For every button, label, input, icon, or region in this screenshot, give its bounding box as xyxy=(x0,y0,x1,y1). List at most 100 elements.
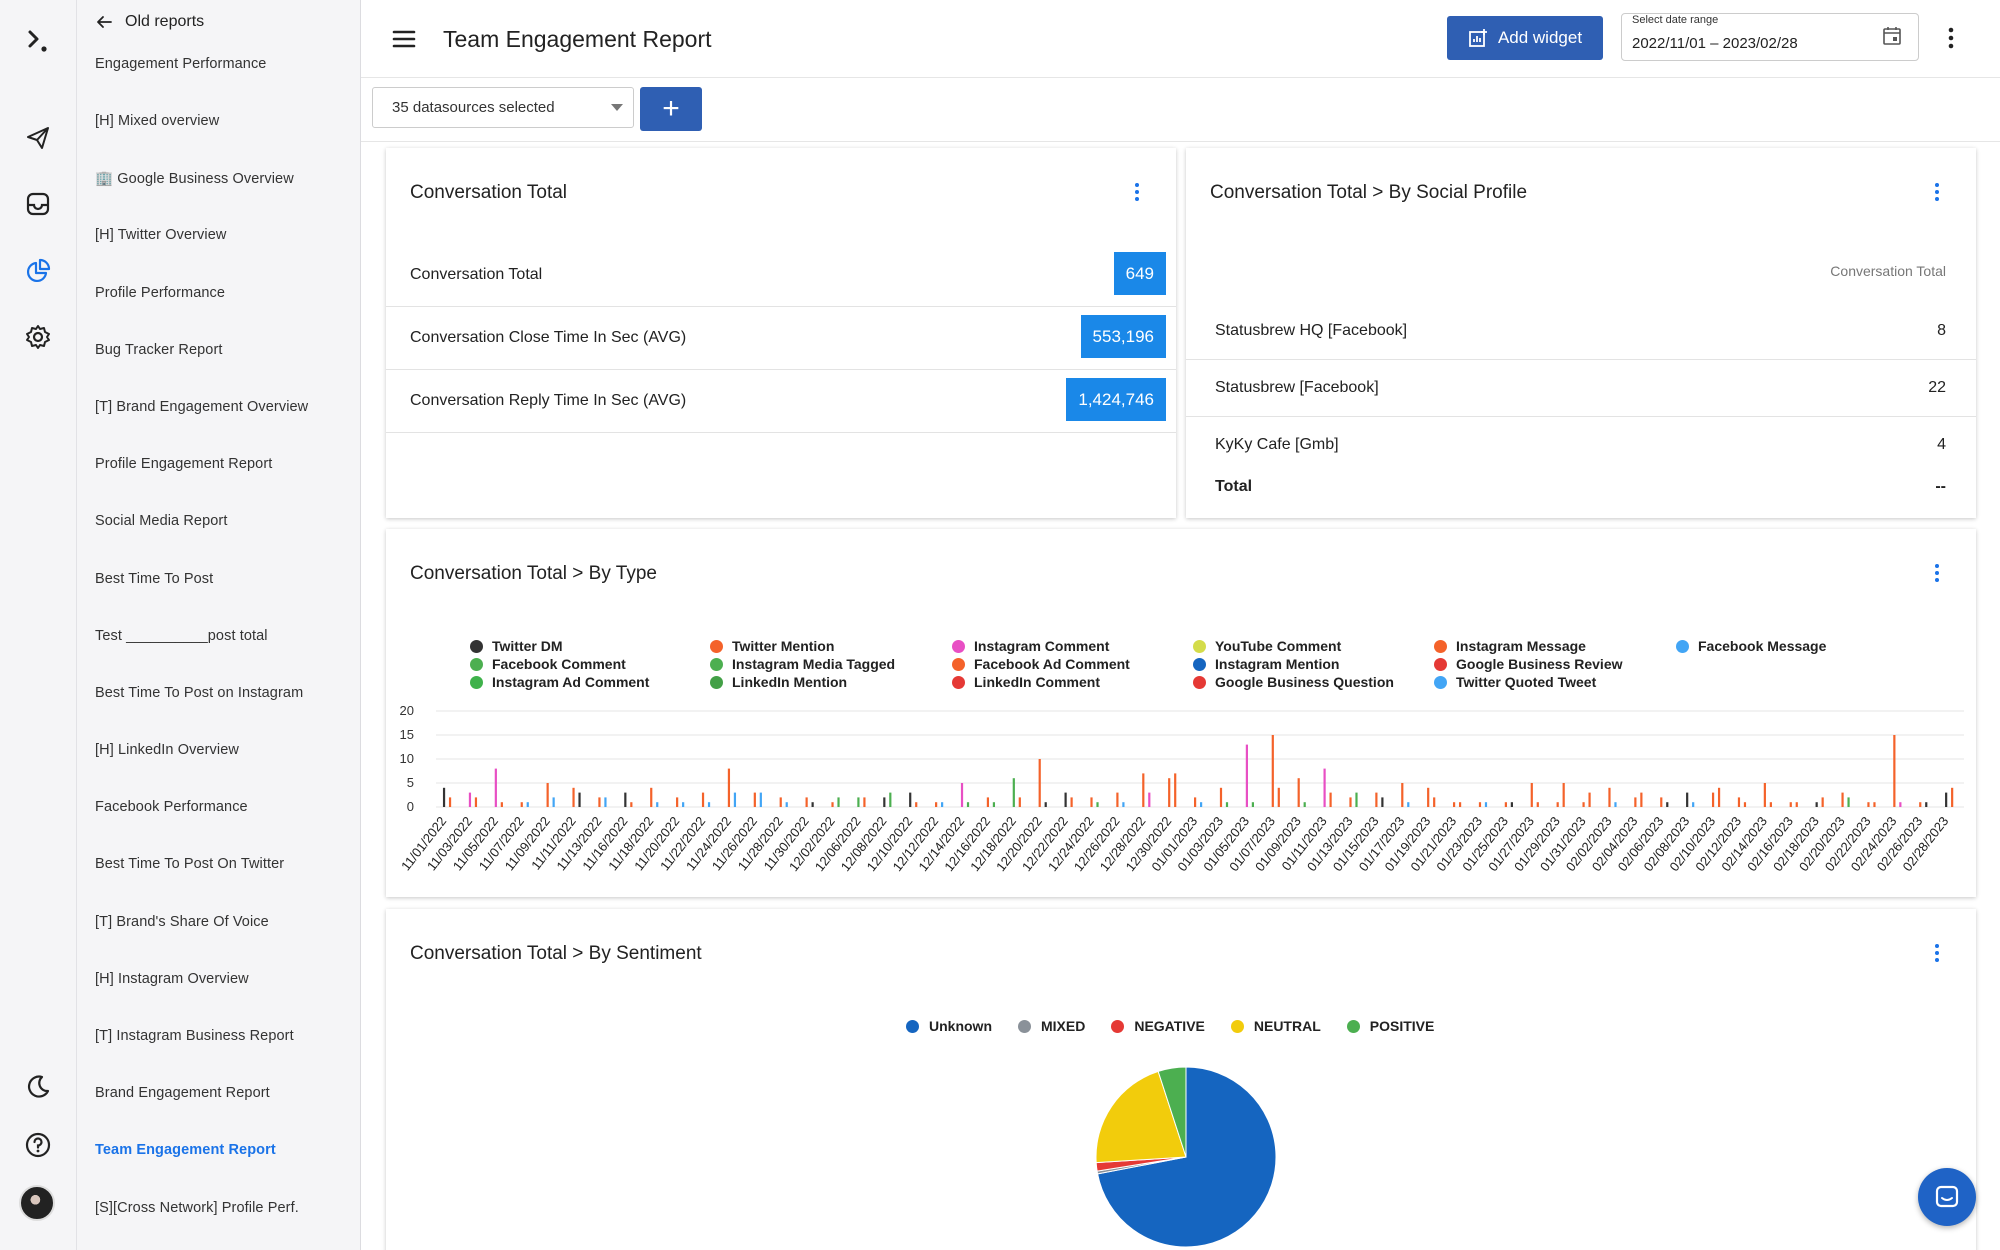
chart-bar[interactable] xyxy=(1951,787,1954,807)
help-icon[interactable] xyxy=(19,1126,57,1164)
sidebar-report-item[interactable]: Profile Engagement Report xyxy=(95,456,273,473)
chart-bar[interactable] xyxy=(727,768,731,807)
legend-item[interactable]: YouTube Comment xyxy=(1193,637,1341,655)
chart-bar[interactable] xyxy=(915,802,918,807)
legend-item[interactable]: Instagram Mention xyxy=(1193,655,1339,673)
chart-bar[interactable] xyxy=(1194,797,1197,807)
chart-bar[interactable] xyxy=(1743,802,1747,807)
chart-bar[interactable] xyxy=(1484,802,1488,807)
chat-launcher-icon[interactable] xyxy=(1918,1168,1976,1226)
sidebar-report-item[interactable]: Best Time To Post on Instagram xyxy=(95,684,304,701)
chart-bar[interactable] xyxy=(1893,735,1896,807)
chart-bar[interactable] xyxy=(1686,792,1689,807)
chart-bar[interactable] xyxy=(1012,778,1015,807)
chart-bar[interactable] xyxy=(701,792,705,807)
add-widget-button[interactable]: Add widget xyxy=(1447,16,1603,60)
chart-bar[interactable] xyxy=(1634,797,1637,807)
chart-bar[interactable] xyxy=(1064,792,1067,807)
chart-bar[interactable] xyxy=(1478,802,1482,807)
chart-bar[interactable] xyxy=(1458,802,1462,807)
chart-bar[interactable] xyxy=(1090,797,1093,807)
chart-bar[interactable] xyxy=(857,797,860,807)
chart-bar[interactable] xyxy=(960,783,964,807)
sidebar-report-item[interactable]: Facebook Performance xyxy=(95,799,248,816)
back-to-old-reports[interactable]: Old reports xyxy=(95,10,204,34)
sidebar-report-item[interactable]: [H] Instagram Overview xyxy=(95,970,249,987)
legend-item[interactable]: Google Business Review xyxy=(1434,655,1623,673)
chart-bar[interactable] xyxy=(785,802,788,807)
chart-bar[interactable] xyxy=(759,792,762,807)
widget-menu-icon[interactable] xyxy=(1930,561,1944,589)
chart-bar[interactable] xyxy=(526,802,529,807)
chart-bar[interactable] xyxy=(1122,802,1125,807)
chart-bar[interactable] xyxy=(1717,787,1721,807)
chart-bar[interactable] xyxy=(1433,797,1436,807)
datasources-select[interactable]: 35 datasources selected xyxy=(372,87,634,128)
chart-bar[interactable] xyxy=(1666,802,1669,807)
add-datasource-button[interactable]: + xyxy=(640,87,702,131)
chart-bar[interactable] xyxy=(1116,792,1119,807)
pie-slice[interactable] xyxy=(1097,1066,1277,1248)
chart-bar[interactable] xyxy=(1815,802,1818,807)
chart-bar[interactable] xyxy=(1562,783,1565,807)
legend-item[interactable]: Instagram Message xyxy=(1434,637,1586,655)
chart-bar[interactable] xyxy=(1821,797,1824,807)
legend-item[interactable]: NEGATIVE xyxy=(1111,1018,1205,1034)
chart-bar[interactable] xyxy=(546,783,549,807)
chart-bar[interactable] xyxy=(1271,735,1274,807)
chart-bar[interactable] xyxy=(831,802,834,807)
chart-bar[interactable] xyxy=(779,797,782,807)
chart-bar[interactable] xyxy=(1692,802,1695,807)
calendar-icon[interactable] xyxy=(1882,26,1902,46)
chart-bar[interactable] xyxy=(1530,783,1533,807)
chart-bar[interactable] xyxy=(500,802,503,807)
chart-bar[interactable] xyxy=(811,802,814,807)
widget-menu-icon[interactable] xyxy=(1930,941,1944,969)
chart-bar[interactable] xyxy=(1277,787,1280,807)
chart-bar[interactable] xyxy=(1381,797,1384,807)
pie-slice[interactable] xyxy=(1095,1070,1187,1164)
chart-bar[interactable] xyxy=(1375,792,1378,807)
legend-item[interactable]: Unknown xyxy=(906,1018,992,1034)
chart-bar[interactable] xyxy=(1329,792,1332,807)
chart-bar[interactable] xyxy=(1789,802,1792,807)
legend-item[interactable]: Instagram Comment xyxy=(952,637,1109,655)
chart-bar[interactable] xyxy=(1873,802,1876,807)
chart-bar[interactable] xyxy=(707,802,711,807)
chart-bar[interactable] xyxy=(676,797,679,807)
chart-bar[interactable] xyxy=(1349,797,1352,807)
sidebar-report-item[interactable]: Engagement Performance xyxy=(95,56,267,72)
legend-item[interactable]: Google Business Question xyxy=(1193,673,1394,691)
chart-bar[interactable] xyxy=(1427,787,1430,807)
chart-bar[interactable] xyxy=(1245,744,1248,807)
legend-item[interactable]: Twitter Mention xyxy=(710,637,834,655)
chart-bar[interactable] xyxy=(1841,792,1844,807)
legend-item[interactable]: POSITIVE xyxy=(1346,1018,1434,1034)
pie-slice[interactable] xyxy=(1157,1066,1187,1158)
chart-bar[interactable] xyxy=(1225,802,1229,807)
date-range-picker[interactable]: Select date range 2022/11/01 – 2023/02/2… xyxy=(1621,13,1919,61)
hamburger-menu-icon[interactable] xyxy=(391,26,417,52)
chart-bar[interactable] xyxy=(1174,773,1177,807)
chart-bar[interactable] xyxy=(442,787,446,807)
avatar[interactable] xyxy=(19,1185,55,1221)
legend-item[interactable]: Facebook Comment xyxy=(470,655,626,673)
chart-bar[interactable] xyxy=(650,787,653,807)
chart-bar[interactable] xyxy=(889,792,892,807)
chart-bar[interactable] xyxy=(572,787,575,807)
chart-bar[interactable] xyxy=(1556,802,1559,807)
sidebar-report-item[interactable]: [T] Brand's Share Of Voice xyxy=(95,913,269,930)
chart-bar[interactable] xyxy=(468,792,472,807)
settings-icon[interactable] xyxy=(19,318,57,356)
chart-bar[interactable] xyxy=(604,797,607,807)
chart-bar[interactable] xyxy=(753,792,756,807)
legend-item[interactable]: NEUTRAL xyxy=(1230,1018,1321,1034)
sidebar-report-item[interactable]: 🏢 Google Business Overview xyxy=(95,171,294,188)
chart-bar[interactable] xyxy=(1142,773,1145,807)
sidebar-report-item[interactable]: [S][Cross Network] Profile Perf. xyxy=(95,1199,299,1216)
widget-menu-icon[interactable] xyxy=(1930,180,1944,208)
chart-bar[interactable] xyxy=(1323,768,1326,807)
sidebar-report-item[interactable]: [T] Brand Engagement Overview xyxy=(95,398,309,415)
sidebar-report-item[interactable]: [H] Mixed overview xyxy=(95,113,220,129)
more-options-icon[interactable] xyxy=(1941,24,1961,52)
